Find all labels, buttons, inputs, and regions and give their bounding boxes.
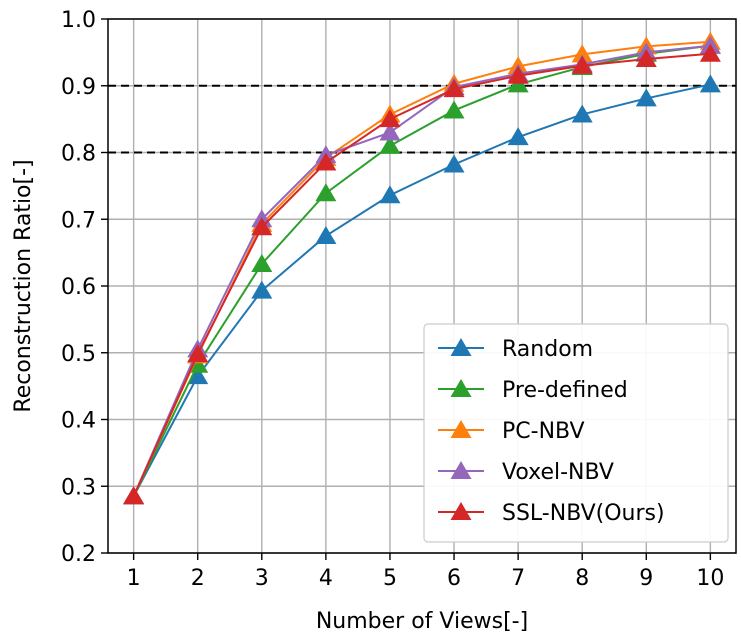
data-point xyxy=(315,183,337,202)
reference-lines xyxy=(108,84,736,154)
x-tick-label: 2 xyxy=(191,566,205,591)
legend-label: Random xyxy=(502,337,593,362)
data-point xyxy=(187,344,209,363)
y-tick-label: 0.9 xyxy=(61,75,96,100)
data-point xyxy=(507,65,529,84)
legend-item: SSL-NBV(Ours) xyxy=(438,501,665,526)
y-tick-label: 0.6 xyxy=(61,275,96,300)
data-point xyxy=(571,104,593,123)
data-point xyxy=(443,79,465,98)
series-line xyxy=(132,83,711,497)
legend-marker xyxy=(450,502,472,520)
x-tick-label: 7 xyxy=(511,566,525,591)
series-lines xyxy=(123,31,721,505)
legend-item: Pre-defined xyxy=(438,378,628,403)
y-tick-label: 1.0 xyxy=(61,8,96,33)
legend-label: Voxel-NBV xyxy=(502,460,614,485)
x-tick-label: 10 xyxy=(696,566,724,591)
legend-item: Voxel-NBV xyxy=(438,460,614,485)
data-point xyxy=(379,109,401,128)
y-tick-label: 0.4 xyxy=(61,409,96,434)
data-point xyxy=(379,135,401,154)
data-point xyxy=(315,152,337,171)
data-point xyxy=(379,122,401,141)
legend: Random Pre-defined PC-NBV Voxel-NBV SSL-NBV(… xyxy=(423,323,729,543)
x-tick-label: 9 xyxy=(639,566,653,591)
data-point xyxy=(635,88,657,107)
series-line xyxy=(132,52,711,497)
data-point xyxy=(187,366,209,385)
legend-marker xyxy=(450,379,472,397)
legend-box xyxy=(423,323,729,543)
x-tick-label: 1 xyxy=(127,566,141,591)
legend-marker xyxy=(450,461,472,479)
axis-ticks: 1 2 3 4 5 6 7 8 9 10 0.2 0.3 0.4 0.5 0.6 0.7 0.8 0.9 1.0 xyxy=(61,8,724,591)
data-point xyxy=(571,44,593,63)
y-tick-label: 0.7 xyxy=(61,208,96,233)
data-point xyxy=(699,74,721,93)
legend-label: Pre-defined xyxy=(502,378,628,403)
legend-item: PC-NBV xyxy=(438,419,585,444)
data-point xyxy=(507,127,529,146)
data-point xyxy=(635,49,657,68)
x-tick-label: 8 xyxy=(575,566,589,591)
series-line xyxy=(132,44,711,497)
data-point xyxy=(251,253,273,272)
x-tick-label: 4 xyxy=(319,566,333,591)
legend-marker xyxy=(450,420,472,438)
data-point xyxy=(699,43,721,62)
series-ssl-nbv-ours xyxy=(123,43,721,505)
data-point xyxy=(315,225,337,244)
x-tick-label: 6 xyxy=(447,566,461,591)
legend-item: Random xyxy=(438,337,593,362)
data-point xyxy=(571,55,593,74)
legend-label: SSL-NBV(Ours) xyxy=(502,501,665,526)
x-tick-label: 5 xyxy=(383,566,397,591)
y-tick-label: 0.2 xyxy=(61,542,96,567)
y-tick-label: 0.5 xyxy=(61,342,96,367)
y-axis-label: Reconstruction Ratio[-] xyxy=(11,159,36,412)
x-tick-label: 3 xyxy=(255,566,269,591)
x-axis-label: Number of Views[-] xyxy=(316,609,528,634)
y-tick-label: 0.8 xyxy=(61,142,96,167)
legend-marker xyxy=(450,338,472,356)
data-point xyxy=(123,486,145,505)
legend-label: PC-NBV xyxy=(502,419,585,444)
data-point xyxy=(443,154,465,173)
data-point xyxy=(379,185,401,204)
data-point xyxy=(443,100,465,119)
y-tick-label: 0.3 xyxy=(61,475,96,500)
data-point xyxy=(251,280,273,299)
data-point xyxy=(251,217,273,236)
series-line xyxy=(132,44,711,497)
